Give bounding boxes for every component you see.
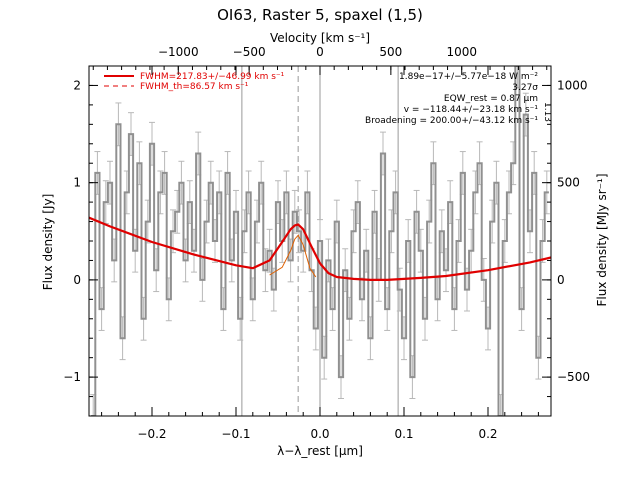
y-tick-label: 1: [73, 176, 81, 190]
top-axis-label: Velocity [km s⁻¹]: [270, 31, 370, 45]
x-axis-label: λ−λ_rest [μm]: [277, 444, 363, 458]
y-tick-label: −1: [63, 370, 81, 384]
fit-annotation-3: v = −118.44+/−23.18 km s⁻¹: [404, 105, 539, 115]
plot-area: −0.2 −0.1 0.0 0.1 0.2 −1 0 1 2 −1000 −500 0 500 1000 −…: [63, 45, 590, 441]
right-tick-label: 500: [557, 176, 580, 190]
top-tick-label: 1000: [446, 45, 477, 59]
legend-label-1: FWHM_th=86.57 km s⁻¹: [140, 82, 249, 92]
y-axis-label-right: Flux density [MJy sr⁻¹]: [595, 173, 609, 306]
y-tick-label: 2: [73, 78, 81, 92]
x-tick-label: −0.2: [137, 427, 166, 441]
line-profile-curve: [269, 234, 317, 278]
fit-annotation-rotated: 1.13: [542, 102, 552, 122]
top-tick-label: −500: [233, 45, 266, 59]
fit-annotation-1: 3.27σ: [512, 83, 538, 93]
x-tick-label: −0.1: [221, 427, 250, 441]
x-tick-label: 0.1: [394, 427, 413, 441]
top-tick-label: −1000: [158, 45, 199, 59]
fit-curve: [89, 216, 551, 281]
data-step-line: [91, 66, 549, 416]
right-tick-label: 1000: [557, 78, 588, 92]
top-tick-label: 0: [316, 45, 324, 59]
top-tick-label: 500: [379, 45, 402, 59]
chart-title: OI63, Raster 5, spaxel (1,5): [217, 6, 423, 24]
fit-annotation-0: 1.89e−17+/−5.77e−18 W m⁻²: [399, 72, 538, 82]
right-tick-label: −500: [557, 370, 590, 384]
y-axis-label-left: Flux density [Jy]: [41, 194, 55, 291]
fit-annotation-2: EQW_rest = 0.87 μm: [444, 94, 538, 104]
plot-clip-group: [89, 66, 551, 416]
legend-label-0: FWHM=217.83+/−46.99 km s⁻¹: [140, 72, 285, 82]
y-tick-label: 0: [73, 273, 81, 287]
x-tick-label: 0.2: [478, 427, 497, 441]
x-tick-label: 0.0: [310, 427, 329, 441]
right-tick-label: 0: [557, 273, 565, 287]
fit-annotation-4: Broadening = 200.00+/−43.12 km s⁻¹: [365, 116, 538, 126]
